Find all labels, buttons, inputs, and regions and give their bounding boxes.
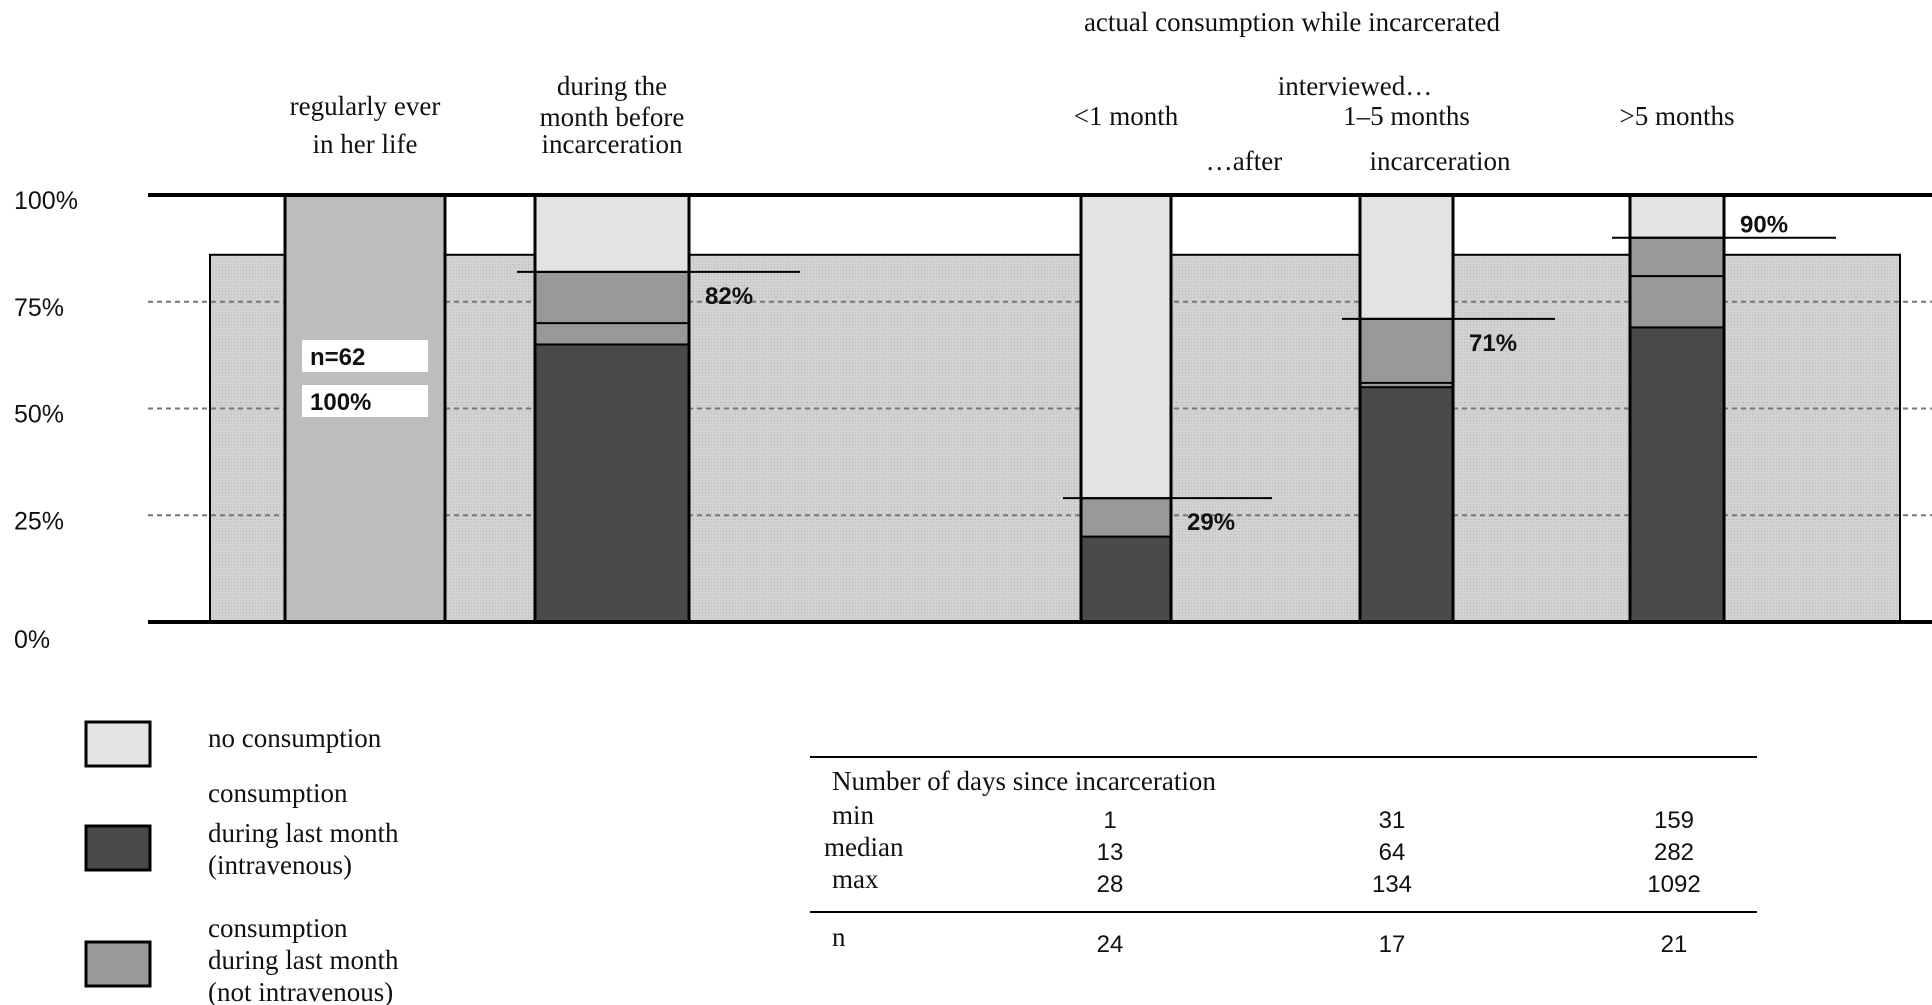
- bar-segment: [1080, 535, 1172, 623]
- first-bar-labels: n=62 100%: [302, 340, 428, 417]
- total-label: 71%: [1469, 330, 1517, 357]
- category-label: in her life: [313, 129, 418, 159]
- first-bar-label: 100%: [310, 389, 371, 416]
- bar-segment: [1080, 194, 1172, 500]
- table-cell: 159: [1654, 807, 1694, 834]
- y-tick-label: 0%: [14, 626, 50, 654]
- table-cell: 31: [1379, 807, 1406, 834]
- bar-segment: [1359, 194, 1454, 320]
- y-axis: 0% 25% 50% 75% 100%: [14, 187, 78, 654]
- category-label: during the: [557, 71, 667, 101]
- header-interviewed: interviewed…: [1278, 71, 1432, 101]
- bar-segment: [534, 343, 690, 623]
- legend-label: consumption: [208, 913, 348, 943]
- table-row-label: median: [824, 832, 904, 862]
- category-label: >5 months: [1620, 101, 1735, 131]
- legend-label: during last month: [208, 818, 399, 848]
- y-tick-label: 50%: [14, 401, 64, 429]
- table-cell: 13: [1097, 839, 1124, 866]
- bar-segment: [1359, 386, 1454, 623]
- axis-lines: [148, 193, 1932, 624]
- first-bar-label: n=62: [310, 344, 365, 371]
- y-tick-label: 100%: [14, 187, 78, 215]
- total-labels: 82% 29% 71% 90%: [517, 212, 1836, 536]
- category-label: <1 month: [1074, 101, 1179, 131]
- legend-label: (not intravenous): [208, 977, 393, 1005]
- total-label: 90%: [1740, 212, 1788, 239]
- chart-header: actual consumption while incarcerated: [1084, 7, 1501, 37]
- table-cell: 282: [1654, 839, 1694, 866]
- table-cell: 1: [1103, 807, 1116, 834]
- table-n-cell: 17: [1379, 931, 1406, 958]
- table-row-label: max: [832, 864, 879, 894]
- table-title: Number of days since incarceration: [832, 766, 1216, 796]
- legend-label: (intravenous): [208, 850, 352, 880]
- legend-swatch: [84, 824, 152, 872]
- bar-segment: [1629, 326, 1725, 623]
- legend-swatch: [84, 940, 152, 988]
- bar-segment: [1629, 194, 1725, 239]
- background-band: [209, 253, 1901, 623]
- table-cell: 64: [1379, 839, 1406, 866]
- table-n-cell: 21: [1661, 931, 1688, 958]
- first-bar-label-box: [302, 340, 428, 372]
- y-tick-label: 25%: [14, 507, 64, 535]
- bar-segment: [534, 194, 690, 273]
- table-cell: 1092: [1647, 871, 1700, 898]
- legend-label: consumption: [208, 778, 348, 808]
- header-after: …after: [1206, 146, 1282, 176]
- legend-label: during last month: [208, 945, 399, 975]
- category-label: regularly ever: [290, 91, 441, 121]
- bar-segment: [1629, 236, 1725, 329]
- category-labels: regularly ever in her life during themonth…: [290, 71, 1735, 159]
- header-incarceration: incarceration: [1370, 146, 1511, 176]
- bar-segment: [1080, 497, 1172, 538]
- bar-segment: [534, 270, 690, 346]
- legend-label: no consumption: [208, 723, 382, 753]
- bar-segment: [1359, 317, 1454, 389]
- total-label: 29%: [1187, 509, 1235, 536]
- table-n-label: n: [832, 922, 846, 952]
- legend-swatch: [84, 720, 152, 768]
- table-n-cell: 24: [1097, 931, 1124, 958]
- table-row-label: min: [832, 800, 875, 830]
- y-tick-label: 75%: [14, 294, 64, 322]
- table-cell: 28: [1097, 871, 1124, 898]
- category-label: 1–5 months: [1343, 101, 1470, 131]
- first-bar-label-box: [302, 385, 428, 417]
- category-label: month before: [540, 102, 685, 132]
- total-label: 82%: [705, 283, 753, 310]
- category-label: incarceration: [542, 129, 683, 159]
- table-cell: 134: [1372, 871, 1412, 898]
